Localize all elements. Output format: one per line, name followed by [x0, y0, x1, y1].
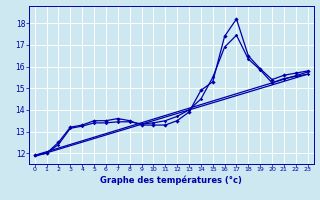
X-axis label: Graphe des températures (°c): Graphe des températures (°c) — [100, 175, 242, 185]
